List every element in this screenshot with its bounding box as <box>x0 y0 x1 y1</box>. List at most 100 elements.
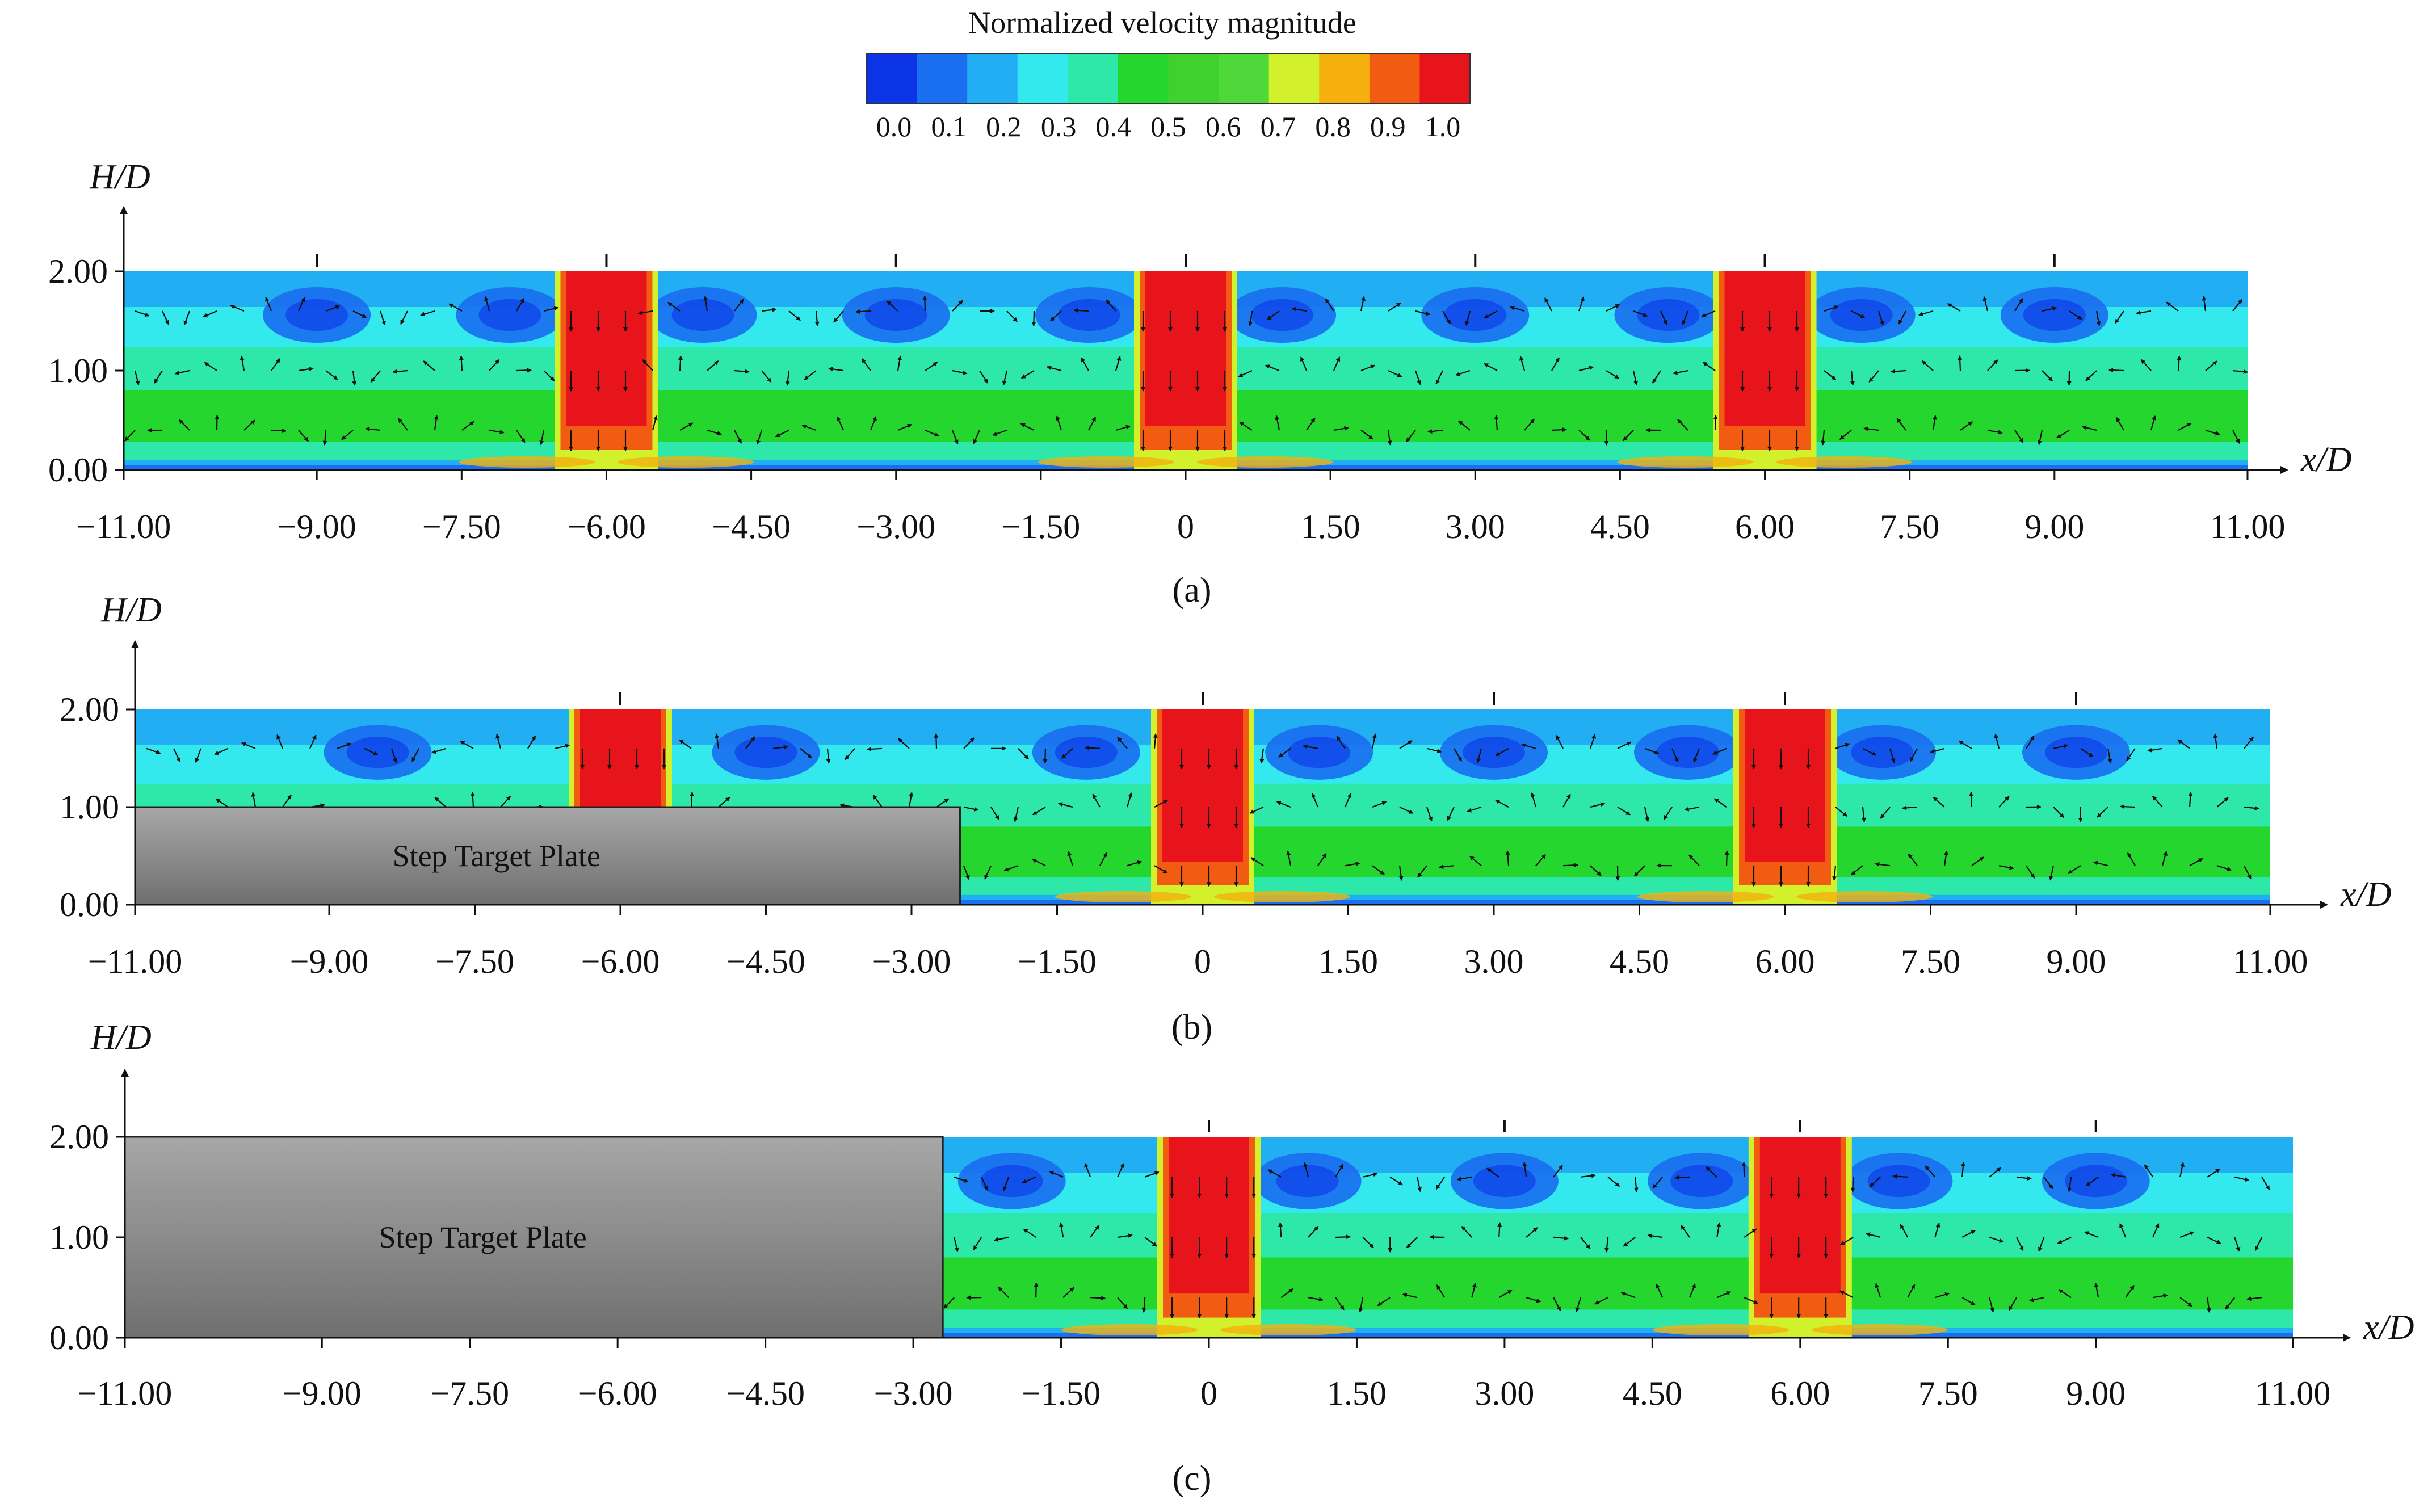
velocity-vector <box>1062 1287 1074 1299</box>
velocity-vector <box>973 1237 982 1250</box>
velocity-vector <box>1467 806 1482 813</box>
velocity-vector <box>1049 1170 1064 1178</box>
velocity-vector <box>1824 305 1839 312</box>
velocity-vector <box>1877 310 1884 326</box>
panels: −11.00 −9.00 −7.50 −6.00 −4.50 −3.00 −1.50 0 1.5… <box>48 158 2414 1498</box>
velocity-vector <box>489 429 505 435</box>
velocity-vector <box>135 310 150 317</box>
velocity-vector <box>555 744 570 749</box>
velocity-vector <box>2126 748 2136 761</box>
velocity-vector <box>489 359 500 371</box>
y-axis-title: H/D <box>90 1018 152 1057</box>
wall-jet <box>1617 456 1754 468</box>
velocity-vector <box>243 419 255 431</box>
velocity-vector <box>1020 423 1035 431</box>
velocity-vector <box>1388 370 1402 377</box>
velocity-vector <box>1958 740 1972 749</box>
velocity-vector <box>420 310 435 317</box>
velocity-vector <box>788 310 801 321</box>
velocity-vector <box>1688 854 1700 866</box>
colorbar-tick-label: 0.2 <box>986 111 1022 142</box>
velocity-vector <box>800 747 812 759</box>
x-axis-title: x/D <box>2300 440 2352 479</box>
jet-core <box>1724 271 1805 426</box>
colorbar-tick-label: 0.9 <box>1370 111 1406 142</box>
x-tick-label: 9.00 <box>2047 943 2106 980</box>
velocity-vector <box>963 865 970 880</box>
velocity-vector <box>1389 1176 1403 1186</box>
velocity-vector <box>1934 1292 1950 1299</box>
velocity-vector <box>1989 1236 2004 1243</box>
velocity-vector <box>1435 370 1443 385</box>
velocity-vector <box>2205 360 2217 371</box>
colorbar-swatch <box>1369 54 1420 104</box>
velocity-vector <box>240 355 245 371</box>
velocity-vector <box>993 1236 1009 1242</box>
velocity-vector <box>1519 356 1526 371</box>
velocity-vector <box>251 792 257 808</box>
velocity-vector <box>943 1297 955 1309</box>
velocity-vector <box>1458 420 1471 431</box>
velocity-vector <box>734 299 744 312</box>
velocity-vector <box>1099 852 1108 866</box>
velocity-vector <box>1141 1297 1146 1313</box>
velocity-vector <box>979 370 988 384</box>
velocity-vector <box>516 430 526 443</box>
velocity-vector <box>1127 860 1142 867</box>
velocity-vector <box>1056 415 1062 431</box>
velocity-vector <box>1417 865 1427 878</box>
velocity-vector <box>2095 310 2101 326</box>
velocity-vector <box>2119 1223 2127 1238</box>
velocity-vector <box>1998 796 2010 808</box>
velocity-vector <box>1553 1297 1561 1312</box>
vortex-core-inner <box>1830 299 1893 331</box>
wall-layer <box>943 1333 2294 1338</box>
velocity-vector <box>203 310 217 318</box>
vortex-core-inner <box>864 299 927 331</box>
velocity-vector <box>470 792 475 808</box>
velocity-vector <box>1850 370 1855 386</box>
velocity-vector <box>1265 364 1280 372</box>
velocity-vector <box>2261 1177 2270 1191</box>
velocity-vector <box>1061 747 1073 759</box>
velocity-vector <box>341 430 354 440</box>
velocity-vector <box>1085 745 1101 750</box>
y-axis-title: H/D <box>100 591 162 629</box>
velocity-vector <box>679 739 692 749</box>
colorbar-swatch <box>1168 54 1219 104</box>
velocity-vector <box>2017 1176 2032 1181</box>
y-tick-label: 2.00 <box>48 253 108 290</box>
panel-caption: (c) <box>1173 1459 1212 1498</box>
velocity-vector <box>1998 865 2014 870</box>
velocity-vector <box>1442 310 1451 325</box>
velocity-vector <box>309 734 317 749</box>
velocity-vector <box>2244 865 2252 880</box>
velocity-vector <box>1002 370 1008 386</box>
velocity-vector <box>2008 1297 2018 1311</box>
velocity-vector <box>1092 793 1101 808</box>
x-tick-label: −3.00 <box>872 943 951 980</box>
velocity-vector <box>870 415 877 431</box>
velocity-vector <box>1821 430 1826 446</box>
velocity-vector <box>379 310 386 326</box>
velocity-vector <box>1387 430 1392 446</box>
panel-a: −11.00 −9.00 −7.50 −6.00 −4.50 −3.00 −1.50 0 1.5… <box>48 158 2352 610</box>
velocity-vector <box>1360 364 1376 372</box>
velocity-vector <box>1118 1233 1133 1238</box>
panel-b: Step Target Plate −11.00 −9.00 −7.50 −6.00 −4… <box>60 591 2392 1047</box>
velocity-vector <box>1469 855 1482 867</box>
x-tick-label: 1.50 <box>1301 508 1360 545</box>
x-axis-title: x/D <box>2340 875 2392 914</box>
velocity-vector <box>1925 1165 1936 1178</box>
velocity-vector <box>1851 310 1866 318</box>
colorbar-swatch <box>1118 54 1169 104</box>
x-tick-label: 7.50 <box>1918 1375 1978 1412</box>
velocity-vector <box>761 307 777 312</box>
x-tick-label: −6.00 <box>578 1375 657 1412</box>
velocity-vector <box>178 419 190 431</box>
velocity-vector <box>1524 418 1535 431</box>
velocity-vector <box>2188 792 2193 808</box>
velocity-vector <box>1677 419 1688 431</box>
velocity-vector <box>872 795 883 808</box>
velocity-vector <box>2115 417 2124 431</box>
